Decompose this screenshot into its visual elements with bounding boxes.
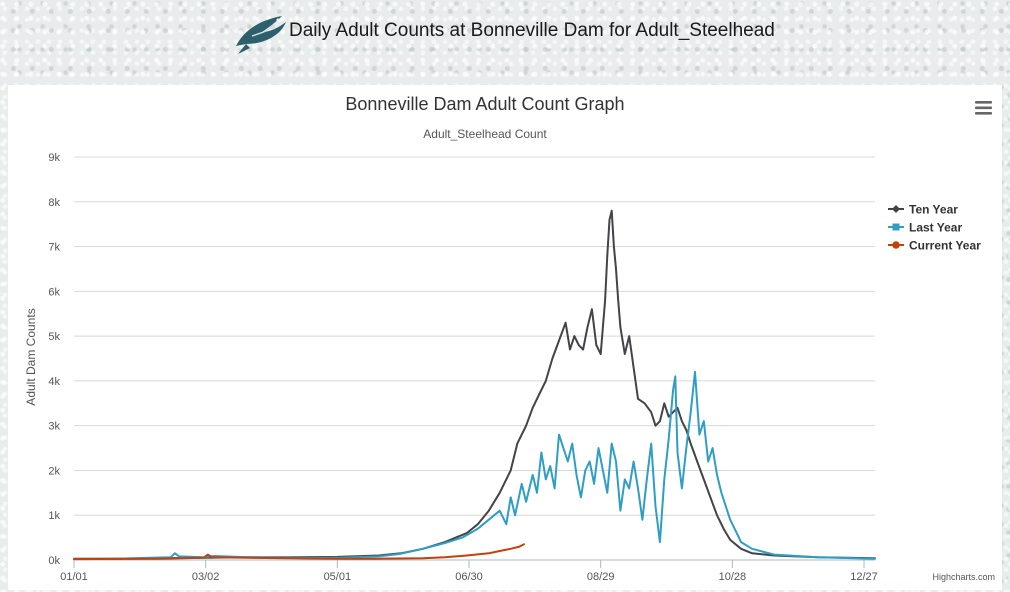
- x-tick-label: 12/27: [850, 571, 878, 583]
- legend-marker: [892, 223, 900, 231]
- legend-label: Ten Year: [909, 203, 958, 217]
- legend-item-current-year[interactable]: Current Year: [888, 239, 981, 253]
- y-tick-label: 5k: [48, 331, 60, 343]
- series-lines: [73, 209, 876, 561]
- y-tick-label: 9k: [48, 152, 60, 164]
- adult-count-chart: Bonneville Dam Adult Count Graph Adult_S…: [24, 94, 996, 583]
- y-tick-label: 6k: [48, 286, 60, 298]
- legend-item-last-year[interactable]: Last Year: [888, 221, 962, 235]
- y-axis-ticks: 0k 1k 2k 3k 4k 5k 6k 7k 8k 9k: [48, 152, 60, 567]
- steelhead-fish-icon: [236, 16, 286, 54]
- legend-label: Last Year: [909, 221, 962, 235]
- chart-title: Bonneville Dam Adult Count Graph: [345, 94, 624, 114]
- y-tick-label: 0k: [48, 555, 60, 567]
- x-tick-label: 10/28: [719, 571, 747, 583]
- legend: Ten Year Last Year Current Year: [888, 203, 981, 253]
- x-tick-label: 06/30: [455, 571, 483, 583]
- chart-subtitle: Adult_Steelhead Count: [423, 127, 547, 141]
- page-title: Daily Adult Counts at Bonneville Dam for…: [289, 20, 775, 41]
- x-tick-label: 05/01: [324, 571, 352, 583]
- series-line-ten-year: [73, 209, 876, 560]
- hamburger-menu-icon: [975, 101, 992, 115]
- y-tick-label: 2k: [48, 465, 60, 477]
- chart-panel: Bonneville Dam Adult Count Graph Adult_S…: [8, 85, 1002, 590]
- chart-menu-button[interactable]: [970, 95, 996, 121]
- page-header: Daily Adult Counts at Bonneville Dam for…: [0, 0, 1010, 84]
- y-tick-label: 3k: [48, 421, 60, 433]
- x-axis-ticks: 01/01 03/02 05/01 06/30 08/29 10/28 12/27: [60, 559, 878, 583]
- y-tick-label: 7k: [48, 242, 60, 254]
- credit-link[interactable]: Highcharts.com: [932, 572, 995, 582]
- y-tick-label: 1k: [48, 510, 60, 522]
- series-line-last-year: [73, 370, 876, 560]
- grid-lines: [74, 156, 875, 561]
- y-tick-label: 8k: [48, 197, 60, 209]
- legend-label: Current Year: [909, 239, 981, 253]
- y-axis-label: Adult Dam Counts: [24, 308, 38, 405]
- y-tick-label: 4k: [48, 376, 60, 388]
- legend-item-ten-year[interactable]: Ten Year: [888, 203, 958, 217]
- legend-marker: [892, 205, 900, 213]
- series-line-current-year: [73, 543, 525, 561]
- x-tick-label: 08/29: [587, 571, 615, 583]
- legend-marker: [892, 241, 900, 249]
- x-tick-label: 03/02: [192, 571, 220, 583]
- x-tick-label: 01/01: [60, 571, 88, 583]
